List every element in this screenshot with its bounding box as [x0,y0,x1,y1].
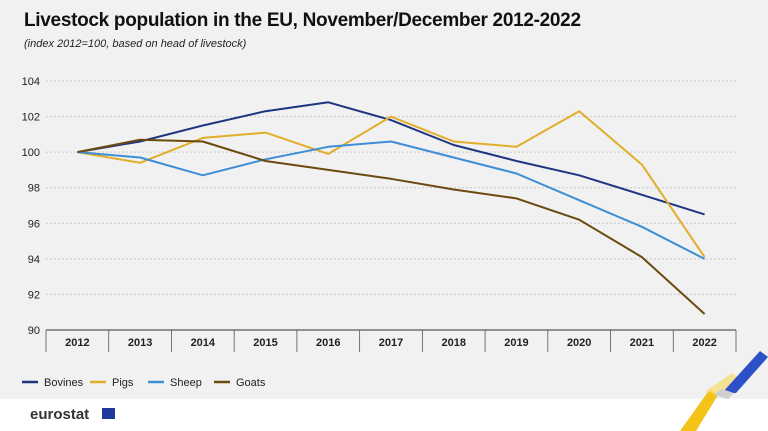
y-tick-label: 102 [22,112,40,124]
legend-label: Bovines [44,377,84,389]
x-tick-label: 2014 [191,337,216,349]
x-tick-label: 2013 [128,337,152,349]
y-tick-label: 104 [22,76,40,88]
x-tick-label: 2016 [316,337,340,349]
x-tick-label: 2012 [65,337,89,349]
x-tick-label: 2018 [441,337,465,349]
chart-subtitle: (index 2012=100, based on head of livest… [24,38,247,50]
legend-label: Goats [236,377,266,389]
eurostat-logo: eurostat [30,406,90,423]
y-tick-label: 98 [28,183,40,195]
x-tick-label: 2022 [692,337,716,349]
legend-label: Sheep [170,377,202,389]
x-tick-label: 2021 [630,337,654,349]
y-tick-label: 96 [28,218,40,230]
series-line-pigs [77,110,706,258]
series-line-sheep [77,140,706,260]
eurostat-corner-graphic [680,351,768,431]
series-line-bovines [77,101,705,216]
x-tick-label: 2015 [253,337,277,349]
y-tick-label: 92 [28,289,40,301]
legend-label: Pigs [112,377,134,389]
x-tick-label: 2019 [504,337,528,349]
y-tick-label: 100 [22,147,40,159]
y-tick-label: 94 [28,254,40,266]
eu-flag-icon [102,408,115,419]
x-tick-label: 2020 [567,337,591,349]
chart-title: Livestock population in the EU, November… [24,10,581,31]
footer-bar [0,399,768,431]
line-chart: 90 92 94 96 98 100 102 104 2012 2013 2014 2015 2016 2… [22,76,737,389]
x-tick-label: 2017 [379,337,403,349]
series-line-goats [77,138,706,315]
y-tick-label: 90 [28,325,40,337]
